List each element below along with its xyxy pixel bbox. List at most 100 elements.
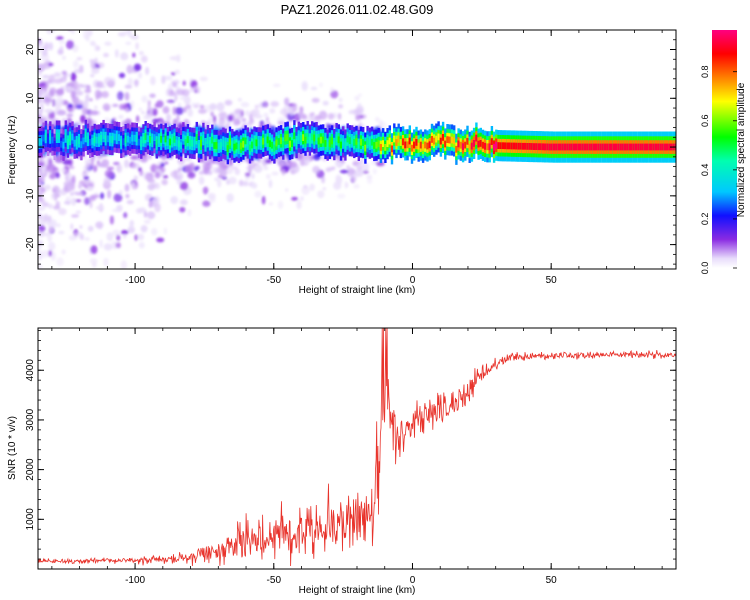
colorbar-tick-label: 0.4 [700, 164, 710, 177]
noise-blob [120, 260, 127, 269]
ridge-cell [104, 135, 107, 143]
ridge-cell [532, 143, 536, 150]
ridge-cell [69, 134, 72, 142]
spectrogram-ridge [38, 119, 676, 165]
noise-blob [38, 106, 41, 115]
noise-blob [174, 69, 180, 75]
noise-blob [74, 90, 84, 96]
ridge-cell [246, 139, 249, 147]
noise-blob [359, 156, 364, 165]
ridge-cell [186, 136, 190, 143]
ridge-cell [89, 139, 92, 146]
y-tick-label: 4000 [25, 359, 36, 382]
ridge-cell [464, 141, 467, 149]
ridge-cell [115, 133, 119, 141]
noise-blob [47, 203, 54, 209]
noise-blob [199, 76, 208, 82]
noise-blob [247, 121, 253, 126]
ridge-cell [417, 142, 420, 150]
noise-blob [125, 108, 130, 113]
noise-blob [346, 165, 350, 170]
noise-blob [96, 81, 104, 89]
ridge-cell [393, 135, 396, 143]
ridge-cell [217, 142, 221, 150]
noise-blob [301, 80, 308, 90]
noise-blob [175, 106, 184, 115]
ridge-cell [80, 141, 83, 149]
ridge-cell [659, 143, 662, 151]
ridge-cell [377, 140, 380, 147]
noise-blob [228, 159, 234, 167]
ridge-cell [330, 137, 334, 145]
noise-blob [184, 164, 193, 174]
noise-blob [131, 162, 140, 169]
noise-blob [191, 102, 196, 107]
noise-blob [148, 153, 152, 160]
noise-blob [121, 12, 129, 19]
ridge-cell [333, 141, 336, 148]
noise-blob [150, 76, 156, 86]
noise-blob [170, 196, 178, 205]
ridge-cell [111, 136, 114, 143]
ridge-cell [231, 141, 234, 148]
noise-blob [160, 162, 165, 167]
noise-blob [103, 177, 111, 186]
noise-blob [113, 193, 123, 203]
ridge-cell [597, 143, 600, 151]
noise-blob [237, 98, 242, 102]
noise-blob [131, 181, 135, 190]
noise-blob [56, 257, 64, 267]
ridge-cell [271, 141, 274, 149]
noise-blob [38, 251, 43, 261]
noise-blob [339, 169, 349, 174]
noise-blob [83, 164, 92, 174]
noise-blob [50, 219, 57, 228]
ridge-cell [590, 143, 593, 151]
noise-blob [179, 96, 189, 101]
noise-blob [285, 188, 289, 192]
ridge-cell [490, 138, 494, 145]
noise-blob [221, 171, 227, 178]
noise-blob [130, 34, 139, 40]
noise-blob [179, 181, 189, 191]
ridge-cell [444, 140, 447, 148]
noise-blob [50, 251, 56, 261]
y-tick-label: 2000 [25, 458, 36, 481]
ridge-cell [311, 133, 314, 141]
noise-blob [252, 108, 260, 117]
noise-blob [126, 14, 134, 19]
noise-blob [96, 45, 101, 51]
noise-blob [80, 233, 84, 241]
noise-blob [72, 60, 79, 68]
ridge-cell [175, 139, 178, 147]
noise-blob [271, 171, 279, 176]
ridge-cell [488, 143, 491, 151]
spectrogram-heatmap [38, 12, 676, 269]
ridge-cell [654, 143, 658, 151]
noise-blob [48, 74, 55, 82]
noise-blob [354, 95, 360, 101]
noise-blob [289, 161, 298, 168]
noise-blob [90, 194, 100, 199]
noise-blob [126, 64, 133, 74]
noise-blob [95, 221, 104, 229]
noise-blob [56, 110, 65, 115]
noise-blob [199, 104, 205, 109]
ridge-cell [55, 132, 59, 140]
noise-blob [82, 172, 88, 177]
ridge-cell [235, 142, 238, 150]
noise-blob [145, 172, 154, 181]
ridge-cell [160, 135, 163, 143]
ridge-cell [102, 132, 105, 139]
ridge-cell [355, 138, 358, 145]
noise-blob [137, 72, 143, 79]
noise-blob [362, 162, 370, 172]
ridge-cell [109, 136, 112, 143]
noise-blob [68, 235, 77, 241]
noise-blob [107, 189, 112, 199]
noise-blob [138, 242, 145, 249]
ridge-cell [122, 138, 125, 146]
noise-blob [268, 202, 273, 206]
ridge-cell [146, 135, 150, 142]
noise-blob [174, 93, 178, 102]
